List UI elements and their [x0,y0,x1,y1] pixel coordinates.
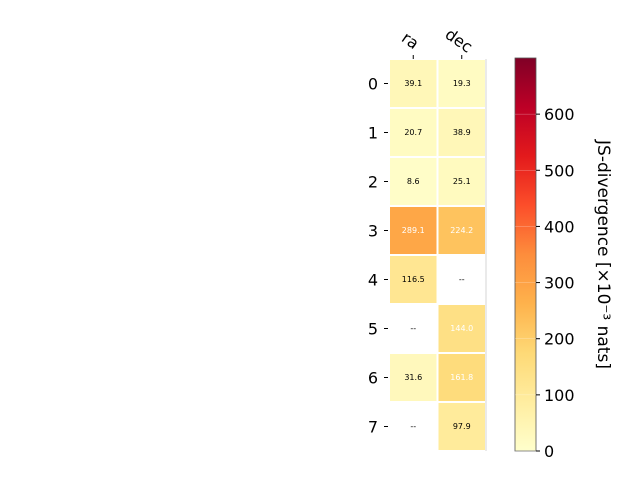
cell-label-1-dec: 38.9 [453,128,471,137]
column-axis: ra dec [398,24,476,59]
heatmap-cell-1-ra [390,109,437,156]
cell-label-2-ra: 8.6 [407,177,420,186]
colorbar-tick-label: 300 [544,274,575,293]
column-label-ra: ra [398,28,422,53]
colorbar-gradient [514,57,537,452]
heatmap-cell-2-dec [438,158,485,205]
cell-label-1-ra: 20.7 [404,128,422,137]
colorbar-tick-label: 200 [544,330,575,349]
heatmap-cell-2-ra [390,158,437,205]
cell-label-5-dec: 144.0 [450,324,473,333]
cell-label-0-dec: 19.3 [453,79,471,88]
row-axis: 0 1 2 3 4 5 6 7 [368,75,388,437]
colorbar-tick-label: 500 [544,161,575,180]
heatmap-cell-3-dec [438,207,485,254]
colorbar-tick-label: 400 [544,217,575,236]
colorbar-tick-label: 0 [544,442,554,461]
heatmap-cell-4-ra [390,256,437,303]
cell-label-6-ra: 31.6 [404,373,422,382]
cell-label-0-ra: 39.1 [404,79,422,88]
cell-label-5-ra: -- [410,324,416,333]
colorbar-tick-label: 600 [544,105,575,124]
cell-label-4-ra: 116.5 [402,275,425,284]
row-label-7: 7 [368,418,378,437]
heatmap-cell-0-dec [438,60,485,107]
heatmap-cell-5-dec [438,305,485,352]
heatmap-cell-3-ra [390,207,437,254]
row-label-1: 1 [368,124,378,143]
row-label-2: 2 [368,173,378,192]
heatmap-cell-0-ra [390,60,437,107]
row-label-4: 4 [368,271,378,290]
colorbar-label: JS-divergence [×10⁻³ nats] [593,139,613,369]
colorbar [514,57,537,452]
row-label-6: 6 [368,369,378,388]
cell-label-3-ra: 289.1 [402,226,425,235]
cell-label-4-dec: -- [459,275,465,284]
heatmap-cells: 39.1 19.3 20.7 38.9 8.6 25.1 289.1 224.2 116.5 --… [390,59,487,451]
heatmap-cell-6-ra [390,354,437,401]
colorbar-tick-label: 100 [544,386,575,405]
row-label-5: 5 [368,320,378,339]
cell-label-6-dec: 161.8 [450,373,473,382]
colorbar-ticks: 0 100 200 300 400 500 600 [515,105,575,461]
column-label-dec: dec [442,24,476,56]
cell-label-7-ra: -- [410,422,416,431]
heatmap-cell-1-dec [438,109,485,156]
heatmap-cell-6-dec [438,354,485,401]
heatmap-cell-7-dec [438,403,485,450]
row-label-0: 0 [368,75,378,94]
cell-label-7-dec: 97.9 [453,422,471,431]
cell-label-2-dec: 25.1 [453,177,471,186]
cell-label-3-dec: 224.2 [450,226,473,235]
row-label-3: 3 [368,222,378,241]
